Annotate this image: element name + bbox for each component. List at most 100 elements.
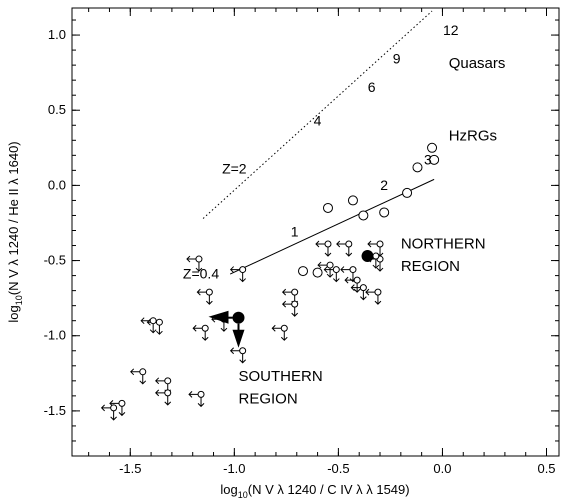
redshift-label: Z=2 <box>222 160 247 176</box>
limit-circle <box>359 284 367 292</box>
x-tick-label: -0.5 <box>327 461 349 476</box>
down-arrow <box>139 374 147 385</box>
down-arrow <box>197 397 205 408</box>
annotation-region: REGION <box>401 258 460 275</box>
open-circle-point <box>322 202 333 213</box>
down-arrow <box>195 262 203 272</box>
y-tick-label: -1.5 <box>44 403 66 418</box>
redshift-label: 12 <box>443 22 459 38</box>
limit-circle <box>345 240 353 248</box>
limit-circle <box>376 240 384 248</box>
down-arrow <box>345 247 353 257</box>
open-circle-point <box>402 187 413 198</box>
y-tick-label: 0.0 <box>48 177 66 192</box>
left-arrow <box>229 347 240 355</box>
down-arrow <box>376 262 384 272</box>
upper-limit-point <box>229 266 247 283</box>
upper-limit-point <box>196 288 213 305</box>
limit-circle <box>291 300 299 308</box>
left-arrow <box>188 391 199 398</box>
left-arrow <box>367 240 378 248</box>
left-arrow <box>192 324 203 332</box>
upper-limit-point <box>315 240 332 257</box>
limit-circle <box>118 399 126 407</box>
left-arrow <box>323 266 334 273</box>
annotations: Z=246912Z=0.4123QuasarsHzRGsNORTHERNREGI… <box>183 22 505 407</box>
annotation-quasars: Quasars <box>449 55 506 72</box>
limit-circle <box>239 347 247 355</box>
down-arrow <box>374 295 382 305</box>
redshift-label: 2 <box>380 177 388 193</box>
arrow-head-left <box>208 310 229 324</box>
upper-limit-point <box>323 266 340 283</box>
limit-circle <box>326 261 334 269</box>
down-arrow <box>164 395 172 406</box>
limit-circle <box>372 252 380 260</box>
upper-limit-point <box>130 368 147 385</box>
left-arrow <box>365 288 375 296</box>
down-arrow <box>280 331 288 341</box>
open-circle-point <box>312 267 323 278</box>
x-tick-label: -1.5 <box>119 461 141 476</box>
y-axis-label: log10(N V λ 1240 / He II λ 1640) <box>6 141 24 322</box>
limit-circle <box>332 266 340 274</box>
limit-circle <box>149 317 157 325</box>
redshift-label: 4 <box>314 112 322 128</box>
upper-limit-point <box>367 240 384 257</box>
upper-limit-point <box>281 300 299 317</box>
left-arrow <box>100 404 111 412</box>
down-arrow <box>149 323 157 334</box>
left-arrow <box>155 389 165 397</box>
series-line-quasars <box>202 10 433 219</box>
limit-circle <box>195 255 203 263</box>
limit-circle <box>239 266 247 274</box>
open-circle-point <box>347 195 358 206</box>
left-arrow <box>229 266 240 273</box>
x-tick-label: 0.0 <box>433 461 451 476</box>
open-circle-point <box>298 266 309 277</box>
open-circle-point <box>427 142 438 153</box>
upper-limit-point <box>350 284 367 301</box>
x-axis-label: log10(N V λ 1240 / C IV λ λ 1549) <box>220 482 409 500</box>
left-arrow <box>350 284 361 291</box>
down-arrow <box>372 259 380 269</box>
left-arrow <box>130 368 140 376</box>
limit-circle <box>291 288 299 296</box>
limit-circle <box>374 288 382 296</box>
left-arrow <box>196 288 207 296</box>
upper-limit-point <box>186 255 203 272</box>
plot-frame <box>71 7 560 457</box>
annotation-region: REGION <box>238 390 297 407</box>
redshift-label: 1 <box>291 224 299 240</box>
open-circle-point <box>379 207 390 218</box>
left-arrow <box>140 317 151 325</box>
left-arrow <box>336 240 346 248</box>
x-tick-label: -1.0 <box>223 461 245 476</box>
x-tick-label: 0.5 <box>537 461 555 476</box>
down-arrow <box>156 325 163 335</box>
y-tick-label: 1.0 <box>48 27 66 42</box>
redshift-label: 9 <box>393 51 401 67</box>
upper-limit-point <box>344 276 361 293</box>
limit-circle <box>201 324 209 332</box>
left-arrow <box>281 300 292 308</box>
limit-circle <box>155 318 163 326</box>
upper-limit-point <box>155 389 172 406</box>
limit-circle <box>110 404 118 412</box>
left-arrow <box>340 266 350 273</box>
region-point <box>208 310 245 348</box>
left-arrow <box>315 240 325 248</box>
data-markers <box>100 142 440 421</box>
down-arrow <box>206 295 213 305</box>
down-arrow <box>291 307 299 317</box>
model-tracks <box>202 10 435 275</box>
down-arrow <box>201 331 209 341</box>
limit-circle <box>353 276 361 284</box>
down-arrow <box>118 406 126 417</box>
left-arrow <box>281 288 292 296</box>
down-arrow <box>332 272 340 283</box>
left-arrow <box>186 255 196 263</box>
down-arrow <box>239 353 247 364</box>
down-arrow <box>239 272 247 283</box>
